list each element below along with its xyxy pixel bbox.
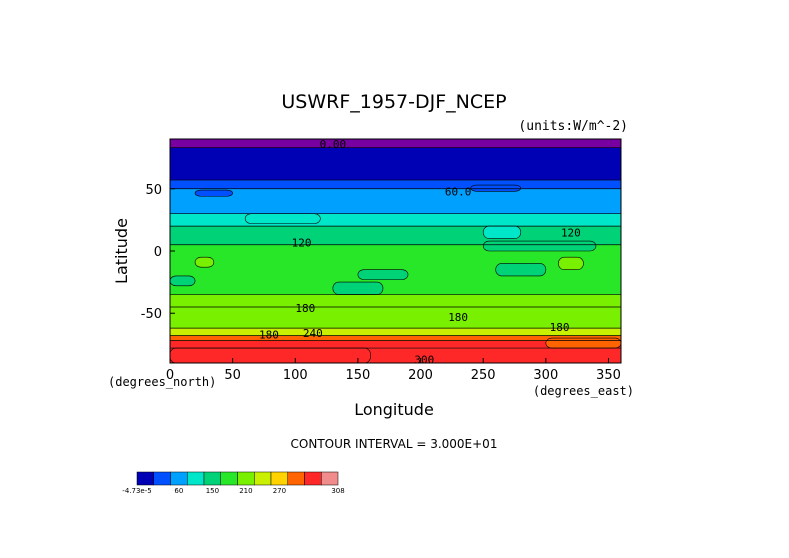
x-tick-label-7: 350 [596, 368, 621, 383]
contour-labels: 0.00 60.0 120 120 180 180 180 240 180 300 [259, 138, 581, 366]
colorbar: -4.73e-5 60 150 210 270 308 [122, 471, 345, 495]
x-tick-label-5: 250 [471, 368, 496, 383]
zonal-band-2 [170, 180, 621, 189]
field-patch-12 [169, 347, 371, 364]
colorbar-swatch-10 [304, 471, 322, 486]
field-patch-3 [482, 225, 522, 239]
contour-label-5: 180 [448, 311, 468, 324]
x-axis-label: Longitude [354, 400, 434, 419]
zonal-band-0 [170, 139, 621, 148]
units-label: (units:W/m^-2) [518, 119, 628, 134]
colorbar-tick-5: 308 [331, 487, 344, 495]
colorbar-swatch-9 [287, 471, 305, 486]
field-patch-5 [194, 256, 215, 268]
field-patch-8 [357, 269, 409, 280]
colorbar-swatch-4 [203, 471, 221, 486]
colorbar-tick-2: 150 [206, 487, 219, 495]
field-patch-0 [470, 184, 522, 192]
x-tick-label-4: 200 [408, 368, 433, 383]
contour-label-4: 180 [295, 302, 315, 315]
x-tick-label-6: 300 [533, 368, 558, 383]
field-patch-4 [482, 240, 597, 252]
x-tick-label-0: 0 [166, 368, 174, 383]
chart-title: USWRF_1957-DJF_NCEP [281, 91, 506, 113]
field-patch-7 [495, 263, 547, 277]
x-tick-label-1: 50 [224, 368, 241, 383]
field-patch-11 [545, 337, 622, 349]
y-unit-label: (degrees_north) [108, 375, 216, 389]
contour-label-2: 120 [292, 236, 312, 249]
colorbar-tick-0: -4.73e-5 [122, 487, 151, 495]
zonal-band-1 [170, 147, 621, 181]
y-tick-label-2: 50 [145, 183, 162, 198]
colorbar-swatch-8 [270, 471, 288, 486]
field-patch-2 [244, 213, 321, 224]
colorbar-swatch-2 [170, 471, 188, 486]
plot-area [169, 139, 622, 364]
x-tick-label-2: 100 [283, 368, 308, 383]
colorbar-tick-4: 270 [273, 487, 286, 495]
contour-label-3: 120 [561, 226, 581, 239]
colorbar-swatch-5 [220, 471, 238, 486]
zonal-band-9 [170, 328, 621, 336]
zonal-band-8 [170, 307, 621, 329]
zonal-band-3 [170, 188, 621, 214]
y-axis-ticks: -50 0 50 [141, 183, 175, 322]
colorbar-swatch-3 [187, 471, 205, 486]
contour-label-0: 0.00 [320, 138, 347, 151]
field-patch-1 [194, 189, 233, 197]
contour-interval: CONTOUR INTERVAL = 3.000E+01 [291, 437, 498, 451]
contour-label-9: 300 [414, 353, 434, 366]
y-tick-label-0: -50 [141, 307, 162, 322]
contour-label-8: 180 [550, 321, 570, 334]
y-tick-label-1: 0 [154, 245, 162, 260]
colorbar-swatch-6 [237, 471, 255, 486]
y-axis-label: Latitude [112, 218, 131, 284]
x-axis-ticks: 0 50 100 150 200 250 300 350 [166, 358, 621, 383]
colorbar-tick-1: 60 [174, 487, 183, 495]
colorbar-swatch-7 [254, 471, 272, 486]
colorbar-swatch-0 [136, 471, 154, 486]
x-unit-label: (degrees_east) [533, 384, 634, 398]
x-tick-label-3: 150 [346, 368, 371, 383]
colorbar-swatch-1 [153, 471, 171, 486]
contour-label-1: 60.0 [445, 185, 472, 198]
field-patch-9 [558, 256, 584, 270]
zonal-band-7 [170, 294, 621, 307]
colorbar-tick-3: 210 [239, 487, 252, 495]
zonal-band-11 [170, 340, 621, 349]
zonal-band-10 [170, 335, 621, 341]
contour-label-6: 180 [259, 328, 279, 341]
colorbar-swatch-11 [321, 471, 339, 486]
field-patch-6 [332, 281, 384, 295]
contour-label-7: 240 [303, 327, 323, 340]
field-patch-10 [169, 275, 196, 287]
zonal-band-4 [170, 213, 621, 227]
